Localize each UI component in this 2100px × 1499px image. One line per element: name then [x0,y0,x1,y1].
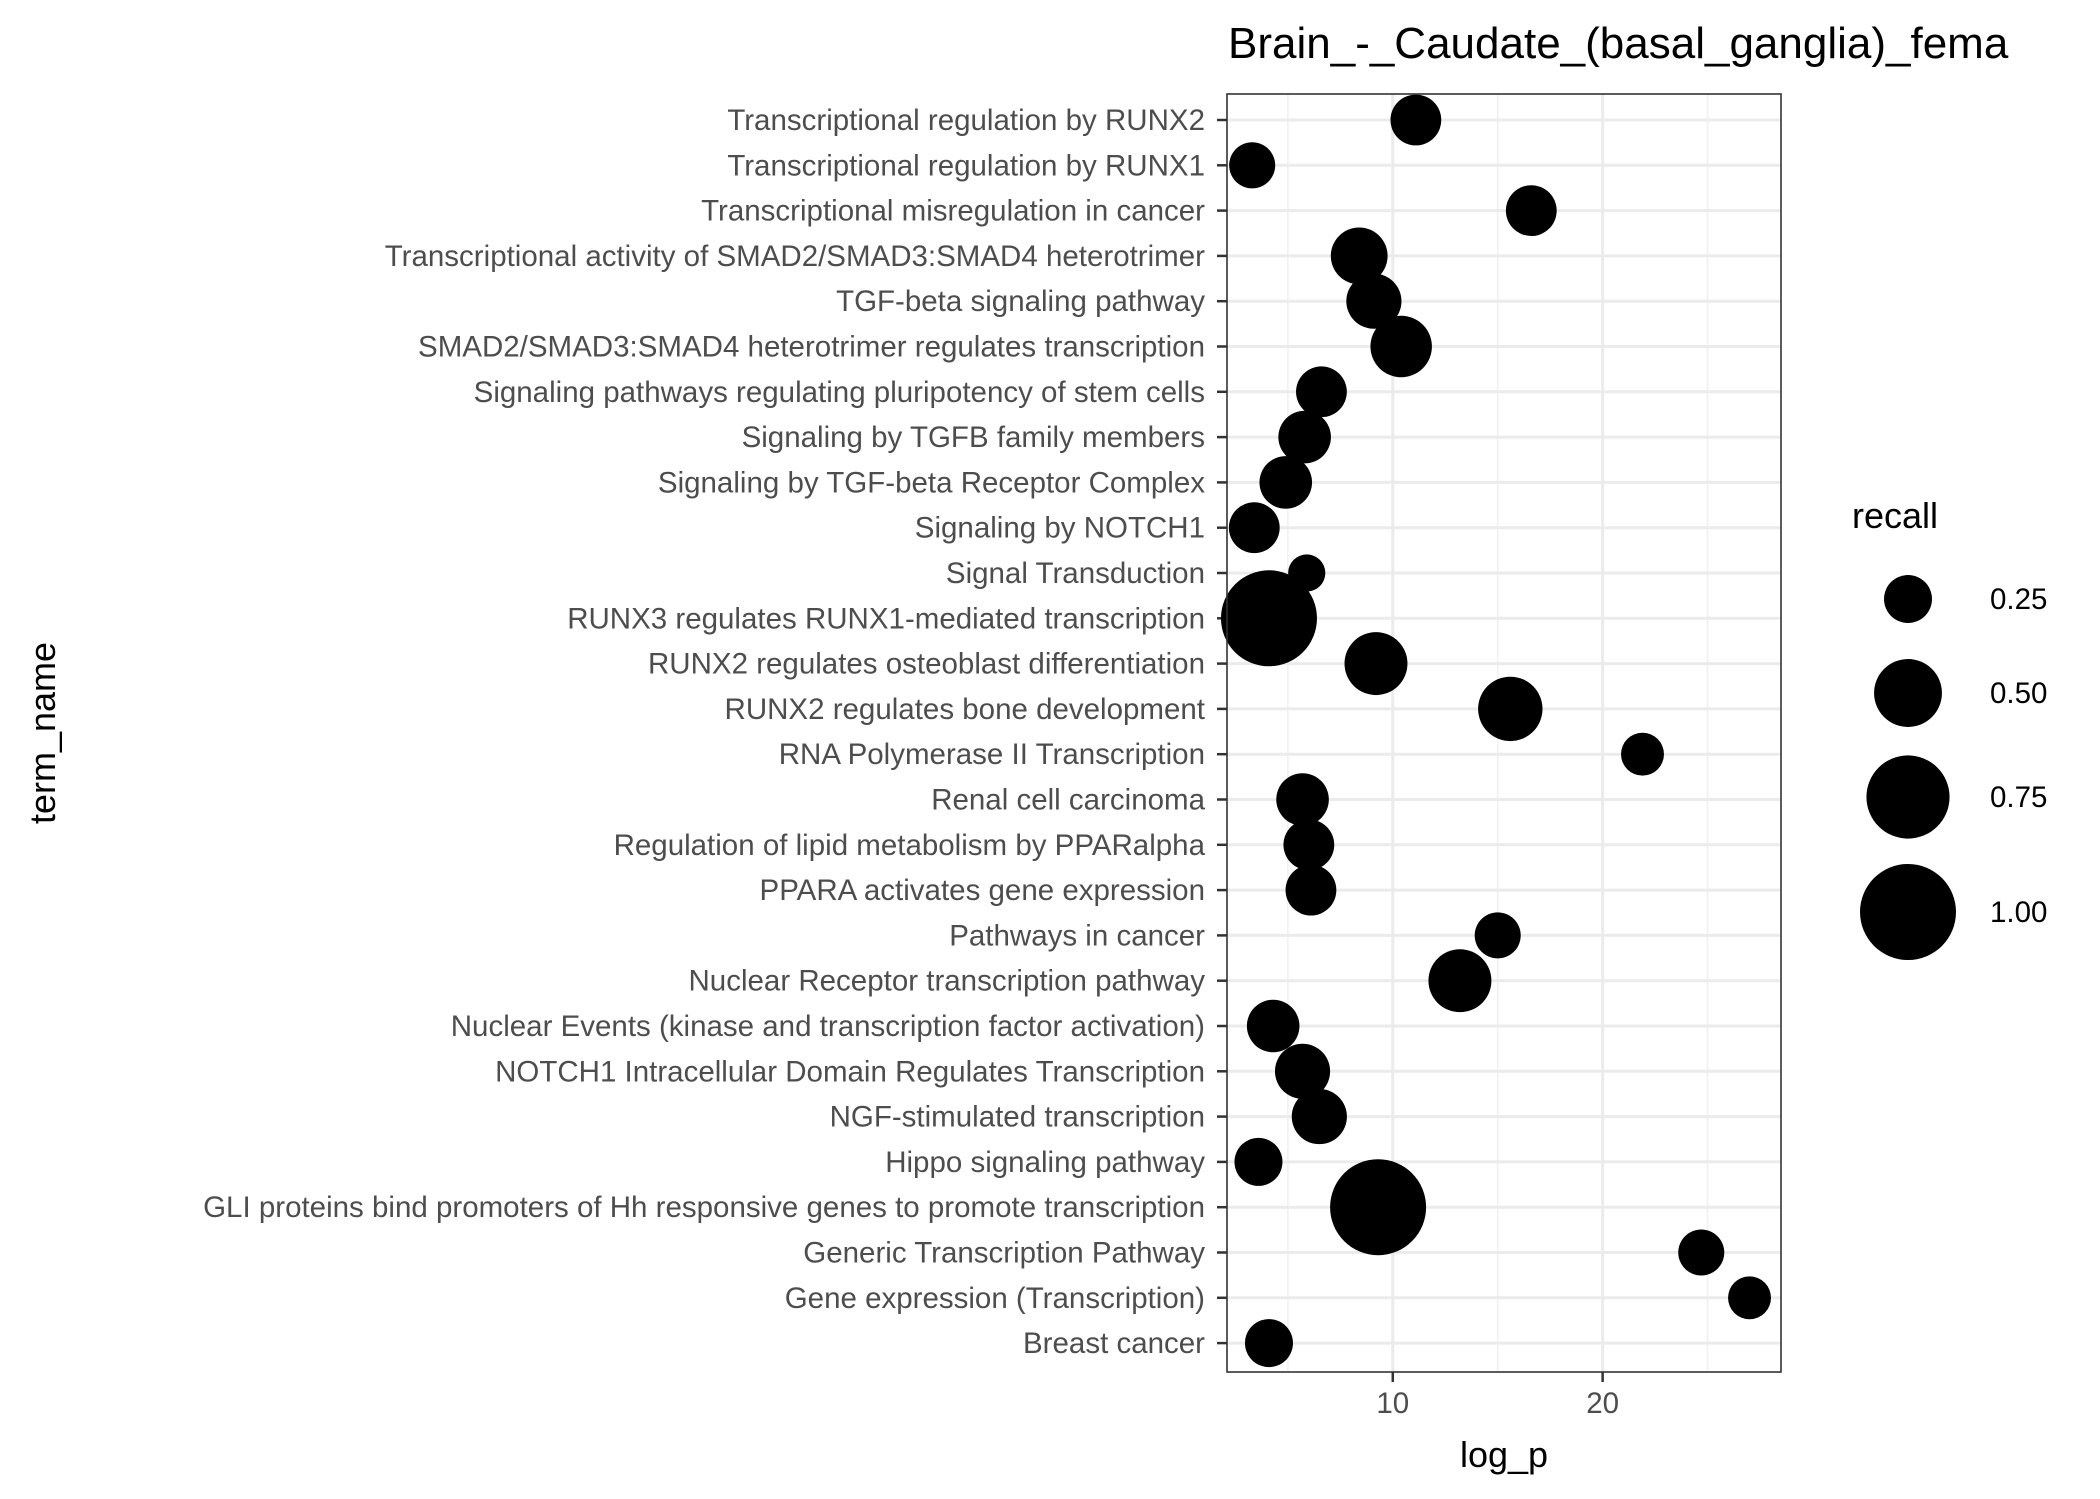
data-point [1474,912,1521,959]
y-tick-label: Signaling pathways regulating pluripoten… [474,376,1205,409]
y-tick-label: Transcriptional activity of SMAD2/SMAD3:… [385,240,1205,273]
y-tick-label: RUNX2 regulates bone development [725,693,1205,726]
y-tick-label: Signaling by NOTCH1 [915,512,1205,545]
legend-label: 1.00 [1990,896,2047,929]
y-axis-title: term_name [22,642,63,824]
data-point [1428,949,1492,1013]
data-point [1330,227,1388,285]
data-point [1728,1276,1771,1320]
legend-key-circle [1860,864,1956,960]
data-point [1283,819,1335,871]
data-point [1274,1043,1331,1099]
x-tick-label: 10 [1376,1387,1409,1420]
y-tick-label: Transcriptional regulation by RUNX2 [727,104,1205,137]
data-point [1246,999,1300,1053]
legend-title: recall [1852,495,1938,536]
y-tick-label: Pathways in cancer [949,919,1205,952]
y-tick-label: PPARA activates gene expression [760,874,1205,907]
data-point [1390,94,1442,146]
data-point [1505,185,1557,236]
legend-label: 0.25 [1990,583,2047,616]
y-tick-label: RNA Polymerase II Transcription [779,738,1205,771]
y-tick-label: Signaling by TGFB family members [742,421,1205,454]
y-tick-label: Regulation of lipid metabolism by PPARal… [614,829,1206,862]
data-point [1621,732,1664,776]
data-point [1370,315,1432,378]
data-point [1278,410,1331,464]
y-tick-label: Transcriptional regulation by RUNX1 [727,149,1205,182]
plot-grid [1227,94,1781,1372]
y-tick-label: Hippo signaling pathway [885,1146,1205,1179]
y-tick-label: RUNX3 regulates RUNX1-mediated transcrip… [567,602,1205,635]
data-point [1478,676,1543,742]
data-point [1285,864,1337,916]
x-axis-title: log_p [1460,1434,1548,1475]
y-tick-label: Nuclear Receptor transcription pathway [689,965,1206,998]
legend-key-circle [1884,575,1932,623]
y-tick-label: Signaling by TGF-beta Receptor Complex [658,466,1205,499]
data-point [1296,366,1347,418]
data-point [1234,1137,1283,1186]
data-point [1346,273,1402,329]
y-tick-label: NOTCH1 Intracellular Domain Regulates Tr… [495,1055,1205,1088]
legend-key-circle [1874,659,1942,727]
chart-title: Brain_-_Caudate_(basal_ganglia)_fema [1228,19,2009,68]
x-axis: 10 20 [1376,1372,1619,1420]
y-tick-label: TGF-beta signaling pathway [836,285,1205,318]
y-tick-label: Breast cancer [1023,1327,1205,1360]
y-tick-label: Gene expression (Transcription) [785,1282,1205,1315]
data-point [1220,570,1317,667]
y-tick-label: RUNX2 regulates osteoblast differentiati… [648,648,1205,681]
legend-label: 0.75 [1990,781,2047,814]
y-tick-label: Nuclear Events (kinase and transcription… [451,1010,1205,1043]
legend: recall 0.25 0.50 0.75 1.00 [1852,495,2047,960]
data-point [1244,1319,1293,1368]
y-tick-label: Signal Transduction [946,557,1205,590]
y-tick-label: GLI proteins bind promoters of Hh respon… [203,1191,1205,1224]
y-tick-label: Transcriptional misregulation in cancer [701,195,1205,228]
data-point [1678,1229,1725,1276]
y-tick-label: SMAD2/SMAD3:SMAD4 heterotrimer regulates… [418,331,1205,364]
y-tick-label: NGF-stimulated transcription [830,1101,1205,1134]
legend-key-circle [1866,755,1950,839]
data-point [1229,142,1276,189]
y-axis: Transcriptional regulation by RUNX2 Trans… [203,104,1227,1360]
data-point [1291,1089,1347,1145]
data-point [1228,502,1280,554]
points [1220,94,1771,1368]
x-tick-label: 20 [1586,1387,1619,1420]
data-point [1259,456,1313,509]
data-point [1344,632,1408,696]
plot-panel-border [1226,93,1782,1373]
y-tick-label: Generic Transcription Pathway [803,1237,1205,1270]
legend-label: 0.50 [1990,677,2047,710]
y-tick-label: Renal cell carcinoma [931,784,1205,817]
data-point [1330,1159,1427,1256]
data-point [1276,773,1329,826]
